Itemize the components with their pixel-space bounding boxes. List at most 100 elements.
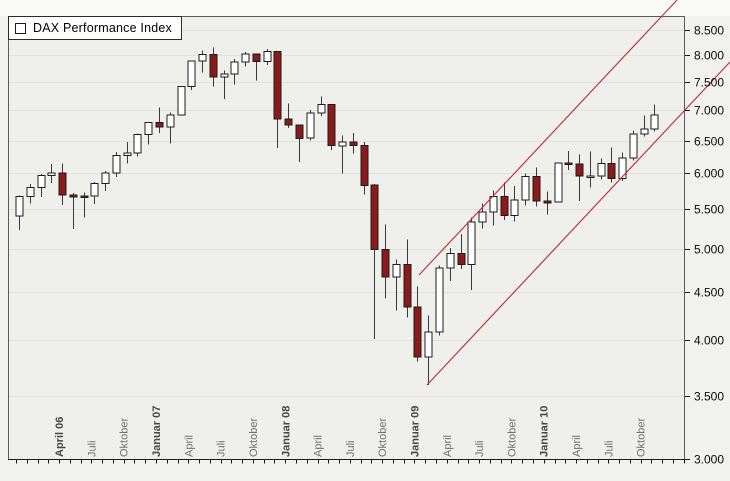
y-axis-label: 6.500 [694, 135, 724, 149]
x-axis-label: April 06 [54, 417, 66, 457]
candle-down [500, 195, 509, 217]
y-axis-label: 8.000 [694, 49, 724, 63]
y-axis-label: 6.000 [694, 167, 724, 181]
candle-down [370, 184, 379, 250]
candle-down [575, 163, 584, 177]
candle-up [230, 61, 239, 75]
price-gridlines [9, 30, 684, 397]
candle-down [532, 175, 541, 202]
x-axis-label: Januar 10 [539, 406, 551, 457]
x-axis-labels: April 06 Juli Oktober Januar 07 April Juli Okt… [54, 406, 648, 457]
x-axis-label: April [571, 435, 583, 457]
candle-down [457, 253, 466, 266]
x-axis-label: Juli [345, 440, 357, 457]
y-axis-label: 7.000 [694, 104, 724, 118]
candle-up [435, 267, 444, 333]
candle-down [284, 118, 293, 126]
candle-up [424, 331, 433, 358]
x-axis-label: Oktober [119, 418, 131, 457]
legend-box: DAX Performance Index [8, 16, 182, 40]
x-axis-label: April [313, 435, 325, 457]
x-axis-label: Juli [474, 440, 486, 457]
x-axis-label: Oktober [377, 418, 389, 457]
candle-up [338, 141, 347, 147]
x-axis-label: Juli [216, 440, 228, 457]
candle-up [554, 162, 563, 203]
y-axis-label: 3.500 [694, 390, 724, 404]
candle-down [209, 54, 218, 78]
candle-down [413, 306, 422, 358]
candle-up [510, 199, 519, 217]
y-axis-label: 5.500 [694, 203, 724, 217]
candle-down [80, 195, 89, 198]
candle-up [37, 175, 46, 189]
x-axis-label: Januar 07 [151, 406, 163, 457]
x-axis-ticks [16, 460, 685, 464]
candle-down [273, 51, 282, 120]
top-margin [0, 0, 730, 16]
plot-area [8, 16, 685, 460]
y-axis-label: 5.000 [694, 243, 724, 257]
candle-down [252, 53, 261, 63]
candle-up [144, 122, 153, 135]
upper-channel-line[interactable] [418, 0, 678, 276]
candle-up [446, 253, 455, 269]
candle-up [15, 196, 24, 217]
lower-channel-line[interactable] [426, 61, 730, 386]
y-axis: 3.000 3.500 4.000 4.500 5.000 5.500 6.000 6.500… [685, 24, 724, 467]
y-axis-label: 4.500 [694, 286, 724, 300]
y-axis-label: 3.000 [694, 453, 724, 467]
legend-checkbox[interactable] [15, 22, 26, 34]
candle-up [317, 103, 326, 114]
candle-up [241, 53, 250, 63]
x-axis-label: Juli [603, 440, 615, 457]
candle-up [112, 154, 121, 174]
candle-up [198, 54, 207, 62]
candle-down [403, 264, 412, 308]
candle-up [166, 114, 175, 128]
candle-down [69, 194, 78, 198]
candle-up [629, 133, 638, 159]
candle-up [650, 114, 659, 130]
x-axis-label: Oktober [248, 418, 260, 457]
y-axis-label: 4.000 [694, 334, 724, 348]
candle-down [58, 172, 67, 196]
candle-down [295, 124, 304, 139]
x-axis-label: Juli [86, 440, 98, 457]
trend-channel [418, 0, 730, 386]
candle-up [478, 211, 487, 223]
candle-up [123, 152, 132, 156]
candle-down [155, 122, 164, 128]
candle-up [586, 175, 595, 178]
legend-label: DAX Performance Index [33, 21, 172, 35]
candle-up [640, 128, 649, 135]
candle-up [467, 221, 476, 266]
x-axis-label: April [442, 435, 454, 457]
candle-up [47, 172, 56, 177]
candle-up [101, 172, 110, 184]
candle-up [26, 187, 35, 197]
candle-down [349, 141, 358, 147]
x-axis-label: Januar 09 [409, 406, 421, 457]
x-axis-label: April [183, 435, 195, 457]
y-axis-label: 7.500 [694, 76, 724, 90]
candle-down [607, 162, 616, 180]
candle-up [597, 162, 606, 177]
candle-up [263, 51, 272, 63]
y-axis-label: 8.500 [694, 24, 724, 38]
candle-up [90, 182, 99, 197]
candle-up [187, 60, 196, 87]
x-axis-label: Oktober [636, 418, 648, 457]
candle-down [564, 162, 573, 166]
candles [15, 47, 659, 386]
candle-up [133, 133, 142, 154]
candle-down [360, 145, 369, 186]
x-axis-label: Oktober [506, 418, 518, 457]
candle-up [618, 157, 627, 180]
candle-down [381, 249, 390, 278]
candle-up [392, 264, 401, 278]
candle-up [177, 86, 186, 116]
candle-up [220, 73, 229, 78]
